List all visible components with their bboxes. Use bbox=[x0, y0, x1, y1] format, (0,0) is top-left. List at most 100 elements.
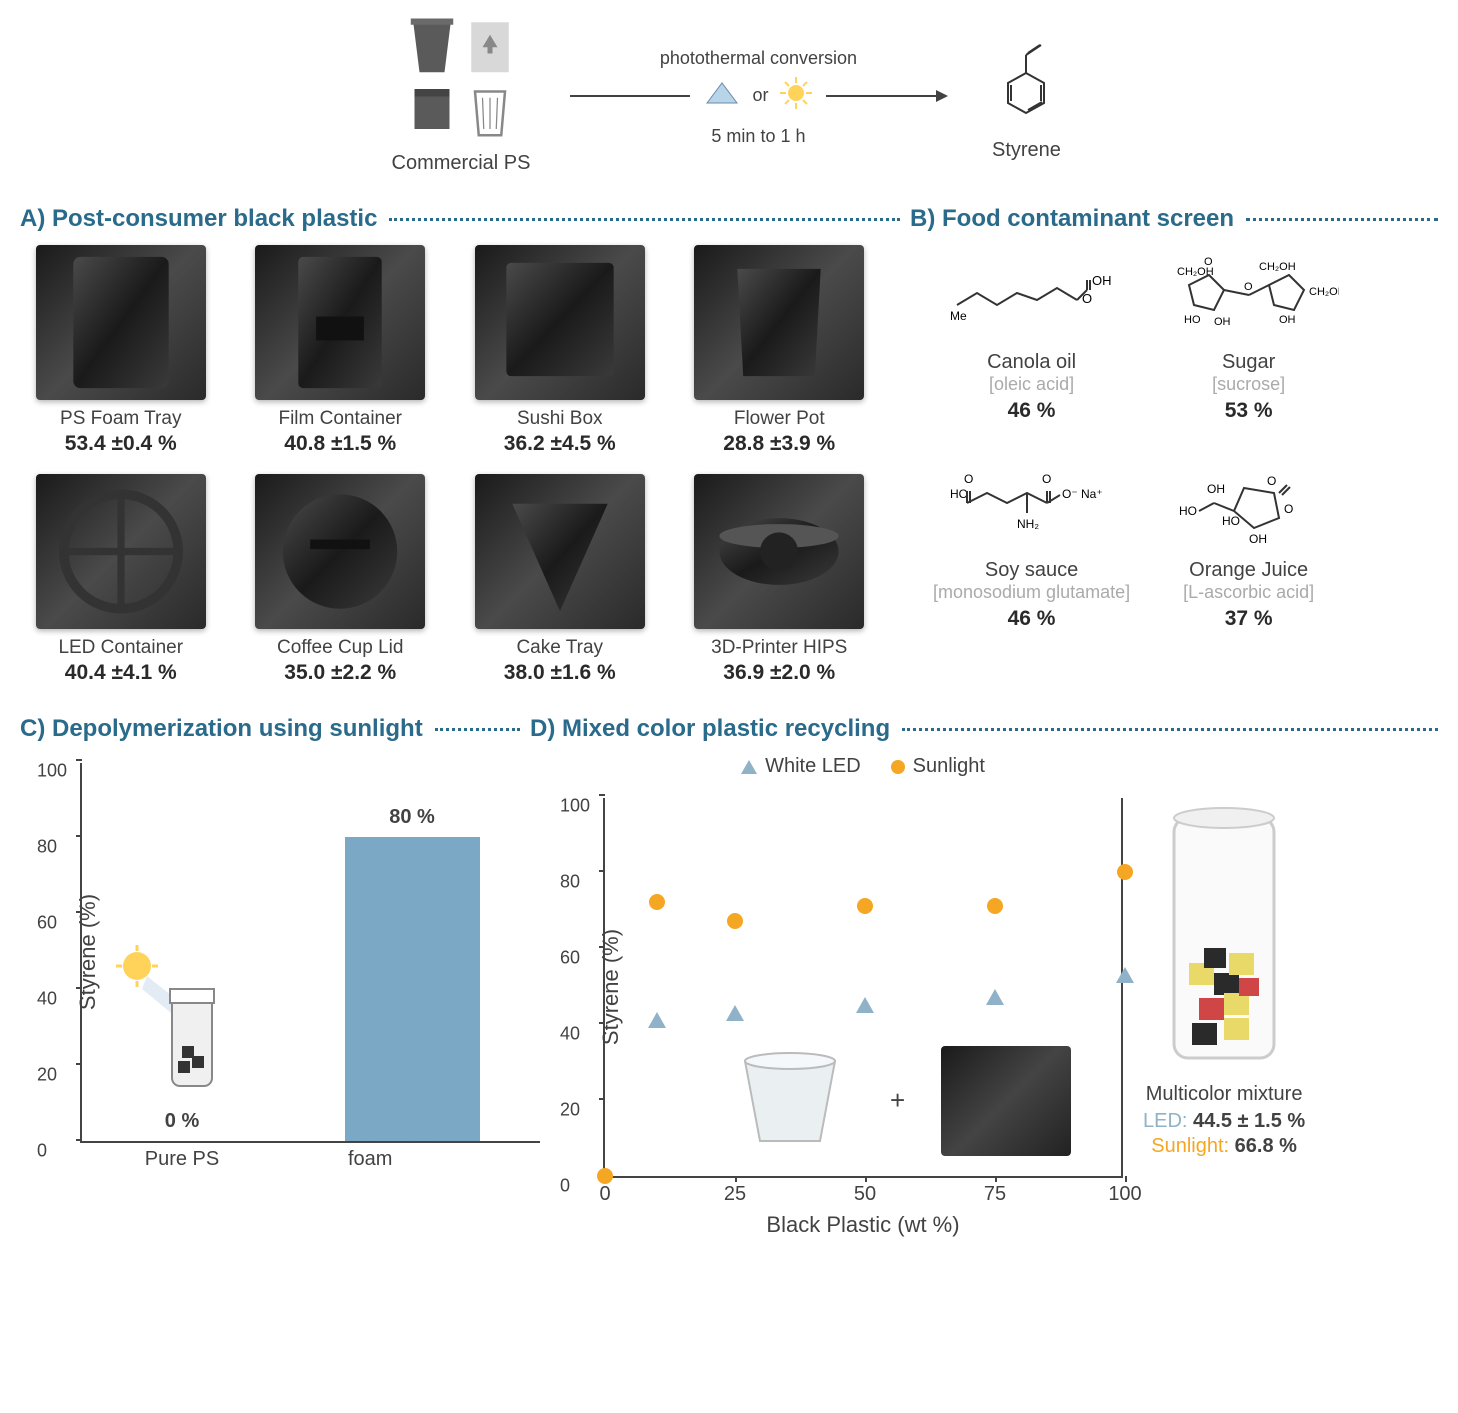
led-plate-icon bbox=[702, 73, 742, 118]
svg-text:OH: OH bbox=[1214, 316, 1231, 328]
svg-text:HO: HO bbox=[1184, 314, 1201, 326]
divider-dots bbox=[902, 728, 1438, 731]
ytick: 100 bbox=[37, 761, 67, 782]
data-point bbox=[1116, 967, 1134, 983]
molecule-structure: OOHHOOHHOO bbox=[1159, 453, 1339, 553]
data-point bbox=[1117, 864, 1133, 880]
styrene-label: Styrene bbox=[992, 139, 1061, 162]
contaminant-subname: [monosodium glutamate] bbox=[933, 582, 1130, 603]
plastic-name: PS Foam Tray bbox=[60, 408, 181, 430]
data-point bbox=[856, 997, 874, 1013]
panel-b: B) Food contaminant screen OHOMe Canola … bbox=[900, 195, 1438, 685]
or-label: or bbox=[752, 85, 768, 106]
box-icon bbox=[407, 83, 457, 138]
arrow-right bbox=[826, 95, 946, 97]
plastic-value: 40.4 ±4.1 % bbox=[65, 661, 177, 685]
ytick: 80 bbox=[37, 837, 57, 858]
sunlight-label: Sunlight: bbox=[1151, 1135, 1234, 1157]
xtick: 0 bbox=[599, 1183, 610, 1206]
panel-c-title: C) Depolymerization using sunlight bbox=[20, 715, 423, 743]
data-point bbox=[648, 1012, 666, 1028]
contaminant-name: Soy sauce bbox=[985, 559, 1078, 582]
svg-text:O: O bbox=[1042, 472, 1051, 486]
molecule-structure: HOOOO⁻ Na⁺NH₂ bbox=[942, 453, 1122, 553]
led-label: LED: bbox=[1143, 1110, 1193, 1132]
legend-marker bbox=[891, 760, 905, 774]
chart-d-xlabel: Black Plastic (wt %) bbox=[766, 1212, 959, 1238]
xtick: 50 bbox=[854, 1183, 876, 1206]
sunlight-value: 66.8 % bbox=[1235, 1135, 1297, 1157]
contaminant-value: 46 % bbox=[1008, 607, 1056, 631]
svg-text:O: O bbox=[1284, 502, 1293, 516]
svg-text:O: O bbox=[964, 472, 973, 486]
svg-text:OH: OH bbox=[1092, 273, 1112, 288]
svg-text:O: O bbox=[1267, 474, 1276, 488]
panel-d-title: D) Mixed color plastic recycling bbox=[520, 715, 890, 743]
plastic-photo bbox=[475, 474, 645, 629]
data-point bbox=[649, 894, 665, 910]
plastic-item: Film Container 40.8 ±1.5 % bbox=[240, 245, 442, 456]
arrow-left bbox=[570, 95, 690, 97]
svg-text:HO: HO bbox=[1179, 504, 1197, 518]
xtick: Pure PS bbox=[145, 1148, 219, 1171]
plastic-photo bbox=[475, 245, 645, 400]
plastic-photo bbox=[255, 245, 425, 400]
ytick: 20 bbox=[37, 1065, 57, 1086]
plastic-item: Coffee Cup Lid 35.0 ±2.2 % bbox=[240, 474, 442, 685]
photothermal-label: photothermal conversion bbox=[660, 48, 857, 69]
plastic-value: 36.2 ±4.5 % bbox=[504, 432, 616, 456]
contaminant-name: Orange Juice bbox=[1189, 559, 1308, 582]
clear-cup-icon bbox=[725, 1046, 855, 1156]
plastic-value: 35.0 ±2.2 % bbox=[284, 661, 396, 685]
ytick: 0 bbox=[37, 1141, 47, 1162]
plastic-item: PS Foam Tray 53.4 ±0.4 % bbox=[20, 245, 222, 456]
multicolor-result: Multicolor mixture LED: 44.5 ± 1.5 % Sun… bbox=[1143, 755, 1305, 1178]
panel-a: A) Post-consumer black plastic PS Foam T… bbox=[20, 195, 900, 685]
ytick: 60 bbox=[560, 948, 580, 969]
multicolor-vial-icon bbox=[1144, 803, 1304, 1073]
plastic-photo bbox=[255, 474, 425, 629]
svg-text:O⁻ Na⁺: O⁻ Na⁺ bbox=[1062, 487, 1103, 501]
legend-item: Sunlight bbox=[891, 755, 985, 778]
bar-value-label: 0 % bbox=[165, 1110, 199, 1133]
chart-d-legend: White LEDSunlight bbox=[603, 755, 1123, 778]
vial-sunlight-icon bbox=[112, 941, 232, 1101]
ytick: 40 bbox=[37, 989, 57, 1010]
chart-d: Styrene (%) Black Plastic (wt %) + 02040… bbox=[603, 798, 1123, 1178]
plastic-name: Cake Tray bbox=[516, 637, 603, 659]
contaminant-subname: [sucrose] bbox=[1212, 374, 1285, 395]
legend-label: Sunlight bbox=[913, 755, 985, 778]
plastic-item: Sushi Box 36.2 ±4.5 % bbox=[459, 245, 661, 456]
bar bbox=[345, 837, 480, 1141]
black-tray-icon bbox=[941, 1046, 1071, 1156]
bar-value-label: 80 % bbox=[389, 806, 435, 829]
contaminant-value: 53 % bbox=[1225, 399, 1273, 423]
contaminant-name: Canola oil bbox=[987, 351, 1076, 374]
panel-c: C) Depolymerization using sunlight Styre… bbox=[20, 705, 520, 1178]
ytick: 100 bbox=[560, 796, 590, 817]
top-scheme: Commercial PS photothermal conversion or… bbox=[20, 20, 1438, 175]
panel-d: D) Mixed color plastic recycling White L… bbox=[520, 705, 1438, 1178]
divider-dots bbox=[389, 218, 900, 221]
plastic-name: Coffee Cup Lid bbox=[277, 637, 403, 659]
sun-icon bbox=[778, 75, 814, 116]
multicolor-caption: Multicolor mixture bbox=[1146, 1083, 1303, 1106]
arrow-group: photothermal conversion or 5 min to 1 h bbox=[570, 48, 946, 147]
plastic-item: Cake Tray 38.0 ±1.6 % bbox=[459, 474, 661, 685]
contaminant-name: Sugar bbox=[1222, 351, 1275, 374]
panel-b-title: B) Food contaminant screen bbox=[900, 205, 1234, 233]
ytick: 60 bbox=[37, 913, 57, 934]
plastic-name: Sushi Box bbox=[517, 408, 603, 430]
xtick: 25 bbox=[724, 1183, 746, 1206]
bin-icon bbox=[465, 83, 515, 138]
plastic-value: 36.9 ±2.0 % bbox=[723, 661, 835, 685]
molecule-structure: CH₂OHOHOOHCH₂OHCH₂OHOHO bbox=[1159, 245, 1339, 345]
plastic-name: 3D-Printer HIPS bbox=[711, 637, 847, 659]
plastic-value: 38.0 ±1.6 % bbox=[504, 661, 616, 685]
panel-a-title: A) Post-consumer black plastic bbox=[20, 205, 377, 233]
svg-text:OH: OH bbox=[1249, 532, 1267, 546]
plastic-photo bbox=[694, 245, 864, 400]
svg-text:OH: OH bbox=[1279, 314, 1296, 326]
svg-text:CH₂OH: CH₂OH bbox=[1259, 261, 1296, 273]
divider-dots bbox=[1246, 218, 1438, 221]
